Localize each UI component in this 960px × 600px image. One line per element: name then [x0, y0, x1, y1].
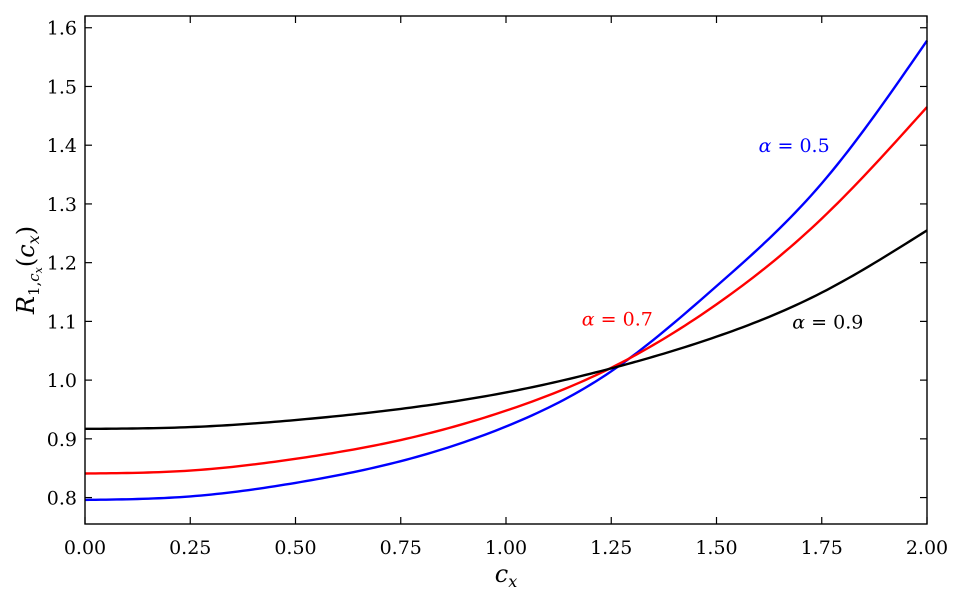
- x-tick-label: 1.25: [590, 537, 632, 559]
- x-tick-label: 1.50: [695, 537, 737, 559]
- y-tick-label: 1.6: [47, 18, 77, 40]
- series-line-alpha-0.5: [84, 39, 928, 502]
- annotation-alpha-0.5: α = 0.5: [759, 135, 830, 157]
- y-tick-label: 1.2: [47, 253, 77, 275]
- annotation-alpha-0.7: α = 0.7: [582, 308, 653, 330]
- y-axis-label-arg-c: c: [12, 244, 40, 257]
- y-tick-label: 1.4: [47, 135, 77, 157]
- series-layer: [84, 39, 928, 502]
- y-tick-label: 1.0: [47, 370, 77, 392]
- x-tick-label: 0.25: [169, 537, 211, 559]
- annotations-layer: α = 0.5 α = 0.7 α = 0.9: [582, 135, 864, 333]
- y-tick-label: 1.3: [47, 194, 77, 216]
- ticks-layer: 0.00 0.25 0.50 0.75 1.00 1.25 1.50 1.75 2.00 0.8 0…: [47, 16, 948, 559]
- y-axis-label-base: R: [12, 296, 40, 315]
- x-tick-label: 1.00: [485, 537, 527, 559]
- x-axis-label-sub: x: [508, 572, 517, 591]
- y-tick-label: 0.8: [47, 488, 77, 510]
- x-tick-label: 0.75: [380, 537, 422, 559]
- x-tick-label: 1.75: [801, 537, 843, 559]
- y-tick-label: 1.5: [47, 76, 77, 98]
- plot-frame: [84, 15, 928, 525]
- series-line-alpha-0.7: [84, 106, 928, 475]
- y-axis-label-sub-c: c: [25, 273, 43, 282]
- series-line-alpha-0.9: [84, 229, 928, 431]
- x-tick-label: 0.50: [274, 537, 316, 559]
- x-axis-label-base: c: [495, 560, 508, 588]
- y-axis-label-sub1: 1,: [25, 282, 43, 296]
- x-tick-label: 2.00: [906, 537, 948, 559]
- y-tick-label: 0.9: [47, 429, 77, 451]
- y-axis-label-arg-x: x: [24, 235, 43, 244]
- y-axis-label: R1,cx(cx): [12, 226, 45, 315]
- y-axis-label-sub-x: x: [32, 266, 45, 273]
- y-tick-label: 1.1: [47, 311, 77, 333]
- x-tick-label: 0.00: [64, 537, 106, 559]
- x-axis-label: cx: [495, 560, 517, 591]
- annotation-alpha-0.9: α = 0.9: [792, 311, 863, 333]
- y-axis-label-close: ): [12, 226, 40, 235]
- y-axis-label-open: (: [12, 258, 40, 267]
